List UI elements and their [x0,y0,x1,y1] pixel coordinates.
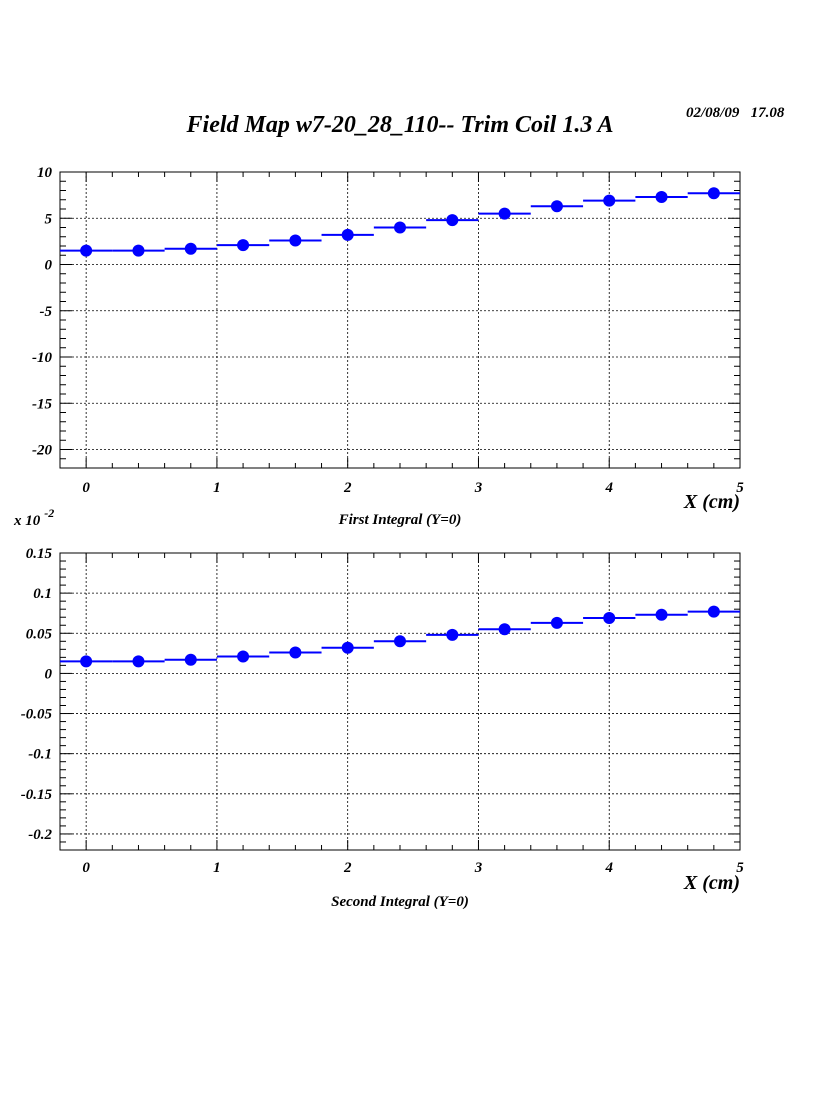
date-label: 02/08/09 [686,105,740,121]
data-point [550,616,563,629]
x-tick-label: 3 [474,480,483,496]
y-tick-label: -0.15 [21,787,53,803]
y-tick-label: -0.2 [28,827,52,843]
y-tick-label: 0 [45,666,53,682]
data-point [80,244,93,257]
data-point [550,200,563,213]
plot-frame [59,552,741,851]
data-point [237,239,250,252]
x-tick-label: 2 [343,860,352,876]
x-tick-label: 5 [736,860,744,876]
x-axis-label: X (cm) [683,872,740,894]
panel-title: First Integral (Y=0) [338,512,462,528]
data-point [341,228,354,241]
data-point [341,641,354,654]
data-point [655,608,668,621]
y-tick-label: 0 [45,258,53,274]
y-tick-label: -5 [40,304,53,320]
data-point [289,234,302,247]
data-point [132,655,145,668]
data-point [707,187,720,200]
data-point [707,605,720,618]
y-exponent-label: x 10 -2 [13,506,54,529]
y-tick-label: -0.1 [28,747,52,763]
y-exponent-power: -2 [44,506,54,520]
data-point [394,635,406,648]
data-point [498,207,511,220]
y-tick-label: -0.05 [21,707,53,723]
data-point [184,653,197,666]
y-exponent-base: x 10 [13,513,41,529]
x-tick-label: 3 [474,860,483,876]
data-point [603,194,616,207]
x-tick-label: 2 [343,480,352,496]
data-point [80,655,93,668]
y-tick-label: 5 [45,211,53,227]
y-tick-label: 0.15 [26,546,53,562]
y-tick-label: -20 [32,443,52,459]
panel-title: Second Integral (Y=0) [331,894,469,910]
x-tick-label: 1 [213,480,221,496]
data-point [289,646,302,659]
y-tick-label: 10 [37,165,53,181]
data-point [498,623,511,636]
x-tick-label: 1 [213,860,221,876]
x-tick-label: 5 [736,480,744,496]
data-point [603,612,616,625]
y-tick-label: -15 [32,396,52,412]
x-tick-label: 4 [604,480,613,496]
plot-frame [59,171,741,469]
x-tick-label: 0 [82,860,90,876]
y-tick-label: 0.1 [33,586,52,602]
data-point [446,214,459,227]
time-label: 17.08 [750,105,785,121]
datestamp: 02/08/09 17.08 [686,105,784,122]
data-point [394,221,406,234]
x-tick-label: 0 [82,480,90,496]
data-point [446,628,459,641]
data-point [237,650,250,663]
x-tick-label: 4 [604,860,613,876]
chart-panel-2: 0 1 2 3 4 5 0.15 0.1 0.05 0 -0.05 -0.1 -0.15 -0.2 X (c… [13,506,744,910]
data-point [184,242,197,255]
y-tick-label: -10 [32,350,52,366]
data-point [655,190,668,203]
data-point [132,244,145,257]
y-tick-label: 0.05 [26,626,53,642]
x-axis-label: X (cm) [683,491,740,513]
chart-panel-1: 0 1 2 3 4 5 10 5 0 -5 -10 -15 -20 X (cm) First Integra… [32,165,744,528]
page-title: Field Map w7-20_28_110-- Trim Coil 1.3 A [186,112,614,138]
